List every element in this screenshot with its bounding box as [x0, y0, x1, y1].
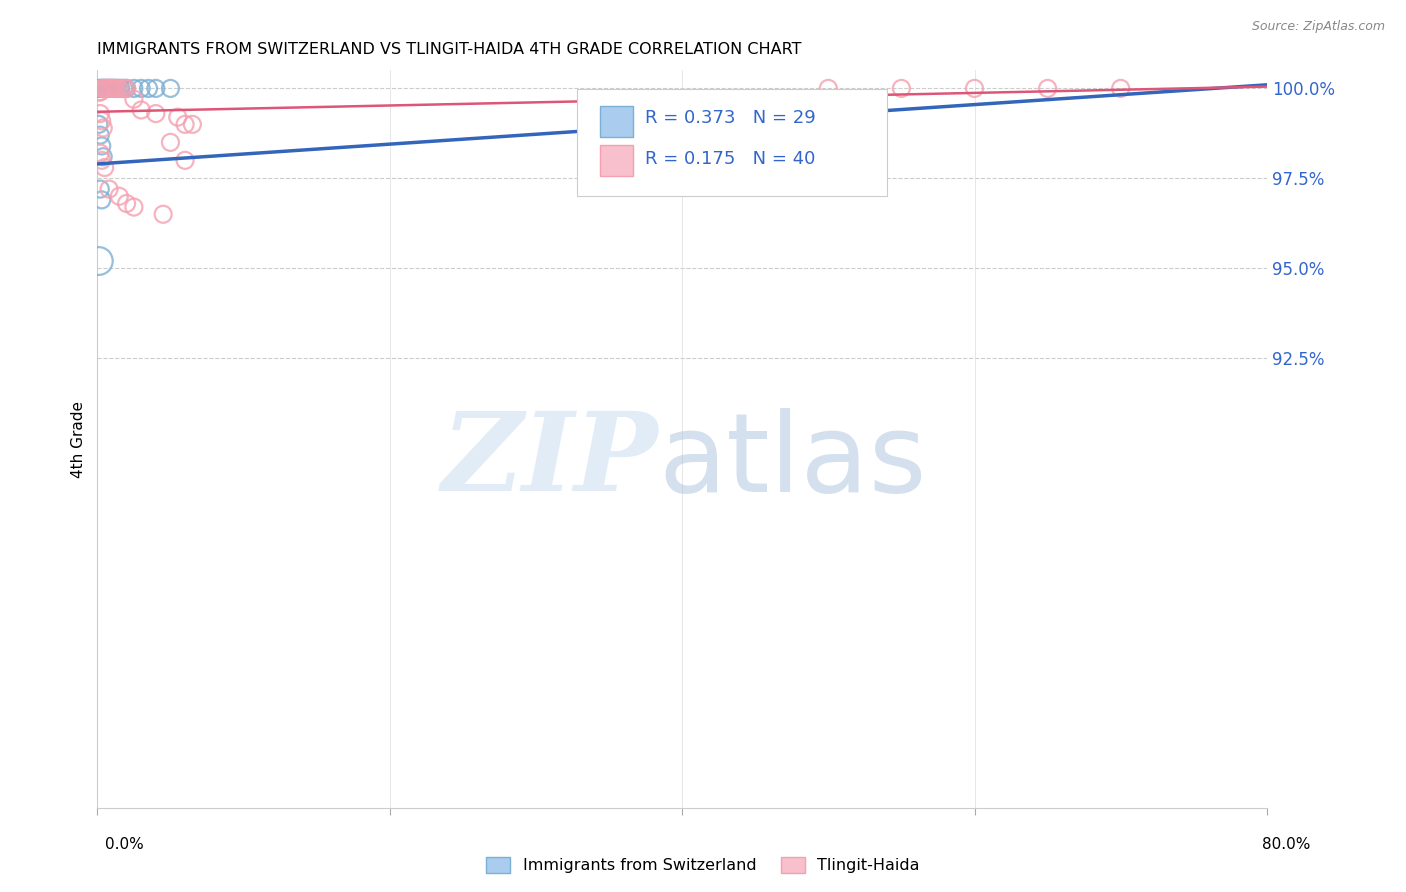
Text: Source: ZipAtlas.com: Source: ZipAtlas.com: [1251, 20, 1385, 33]
Point: [108, 81, 131, 95]
FancyBboxPatch shape: [576, 89, 887, 195]
Point: [166, 110, 188, 124]
Point: [87, 81, 110, 95]
Point: [90, 81, 112, 95]
Point: [90, 113, 112, 128]
Point: [101, 81, 124, 95]
Point: [152, 207, 174, 221]
Point: [122, 92, 145, 106]
Point: [129, 81, 152, 95]
Point: [817, 81, 839, 95]
Point: [129, 103, 152, 117]
Point: [94, 81, 117, 95]
Point: [104, 81, 127, 95]
Text: R = 0.175   N = 40: R = 0.175 N = 40: [645, 150, 815, 168]
Legend: Immigrants from Switzerland, Tlingit-Haida: Immigrants from Switzerland, Tlingit-Hai…: [479, 850, 927, 880]
Point: [90, 139, 112, 153]
Point: [98, 182, 121, 196]
Point: [1109, 81, 1132, 95]
Point: [963, 81, 986, 95]
Point: [100, 81, 122, 95]
Text: 80.0%: 80.0%: [1263, 837, 1310, 852]
Point: [90, 193, 112, 207]
Point: [138, 81, 160, 95]
Point: [91, 150, 114, 164]
Text: R = 0.373   N = 29: R = 0.373 N = 29: [645, 110, 815, 128]
Point: [98, 81, 121, 95]
Point: [89, 182, 111, 196]
Text: IMMIGRANTS FROM SWITZERLAND VS TLINGIT-HAIDA 4TH GRADE CORRELATION CHART: IMMIGRANTS FROM SWITZERLAND VS TLINGIT-H…: [97, 42, 801, 57]
Point: [91, 120, 114, 135]
Point: [89, 128, 111, 143]
Point: [108, 81, 131, 95]
Point: [93, 81, 115, 95]
Point: [90, 153, 112, 168]
Point: [145, 81, 167, 95]
Point: [89, 146, 111, 161]
Point: [91, 81, 114, 95]
Y-axis label: 4th Grade: 4th Grade: [72, 401, 86, 477]
Point: [174, 117, 197, 131]
Point: [97, 81, 120, 95]
Point: [103, 81, 125, 95]
Point: [112, 81, 135, 95]
FancyBboxPatch shape: [600, 145, 633, 176]
Point: [103, 81, 125, 95]
Point: [87, 85, 110, 99]
Point: [97, 81, 120, 95]
Point: [108, 189, 131, 203]
Point: [105, 81, 128, 95]
Point: [87, 254, 110, 268]
Point: [890, 81, 912, 95]
Point: [94, 81, 117, 95]
Point: [90, 81, 112, 95]
Point: [87, 117, 110, 131]
Point: [89, 106, 111, 120]
Text: 0.0%: 0.0%: [105, 837, 145, 852]
Point: [112, 81, 135, 95]
Point: [174, 153, 197, 168]
Point: [181, 117, 204, 131]
Point: [101, 81, 124, 95]
Point: [115, 81, 138, 95]
Point: [105, 81, 128, 95]
Point: [93, 161, 115, 175]
Point: [1036, 81, 1059, 95]
Point: [115, 81, 138, 95]
Point: [91, 81, 114, 95]
Point: [110, 81, 132, 95]
Point: [159, 136, 181, 150]
Text: atlas: atlas: [659, 408, 927, 515]
Point: [122, 81, 145, 95]
Point: [89, 81, 111, 95]
Text: ZIP: ZIP: [441, 408, 659, 515]
FancyBboxPatch shape: [600, 106, 633, 136]
Point: [100, 81, 122, 95]
Point: [122, 200, 145, 214]
Point: [104, 81, 127, 95]
Point: [159, 81, 181, 95]
Point: [145, 106, 167, 120]
Point: [89, 85, 111, 99]
Point: [98, 81, 121, 95]
Point: [115, 196, 138, 211]
Point: [93, 81, 115, 95]
